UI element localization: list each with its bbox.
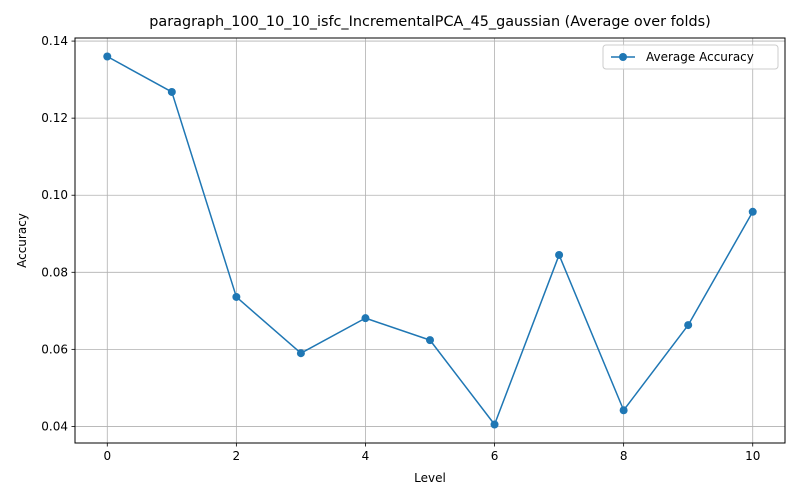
data-point <box>619 406 628 415</box>
legend: Average Accuracy <box>602 44 779 70</box>
series-layer <box>103 52 757 429</box>
data-point <box>684 321 693 330</box>
y-tick-label: 0.14 <box>41 34 68 48</box>
grid <box>75 38 785 443</box>
plot-frame <box>74 37 786 444</box>
y-tick-label: 0.04 <box>41 419 68 433</box>
data-point <box>361 314 370 323</box>
data-point <box>426 336 434 345</box>
x-tick-label: 0 <box>103 449 111 463</box>
x-tick-label: 4 <box>362 449 370 463</box>
y-tick-label: 0.06 <box>41 342 68 356</box>
y-axis-label: Accuracy <box>15 213 29 268</box>
y-tick-label: 0.12 <box>41 111 68 125</box>
y-tick-label: 0.10 <box>41 188 68 202</box>
data-point <box>103 52 112 61</box>
data-point <box>555 250 564 259</box>
x-axis-label: Level <box>414 471 446 485</box>
y-tick-label: 0.08 <box>41 265 68 279</box>
series-line <box>106 55 754 426</box>
data-point <box>296 349 305 358</box>
legend-marker-swatch <box>619 53 627 61</box>
data-point <box>748 207 757 216</box>
x-tick-label: 6 <box>491 449 499 463</box>
x-tick-label: 8 <box>620 449 628 463</box>
data-point <box>232 292 241 301</box>
legend-box <box>602 44 779 70</box>
data-point <box>490 420 499 429</box>
y-axis-ticks: 0.04 0.06 0.08 0.10 0.12 0.14 <box>41 34 75 433</box>
chart-title: paragraph_100_10_10_isfc_IncrementalPCA_… <box>149 14 710 30</box>
x-tick-label: 10 <box>745 449 760 463</box>
x-tick-label: 2 <box>233 449 241 463</box>
data-point <box>167 87 176 96</box>
legend-entry-label: Average Accuracy <box>646 50 754 64</box>
x-axis-ticks: 0 2 4 6 8 10 <box>103 443 760 463</box>
